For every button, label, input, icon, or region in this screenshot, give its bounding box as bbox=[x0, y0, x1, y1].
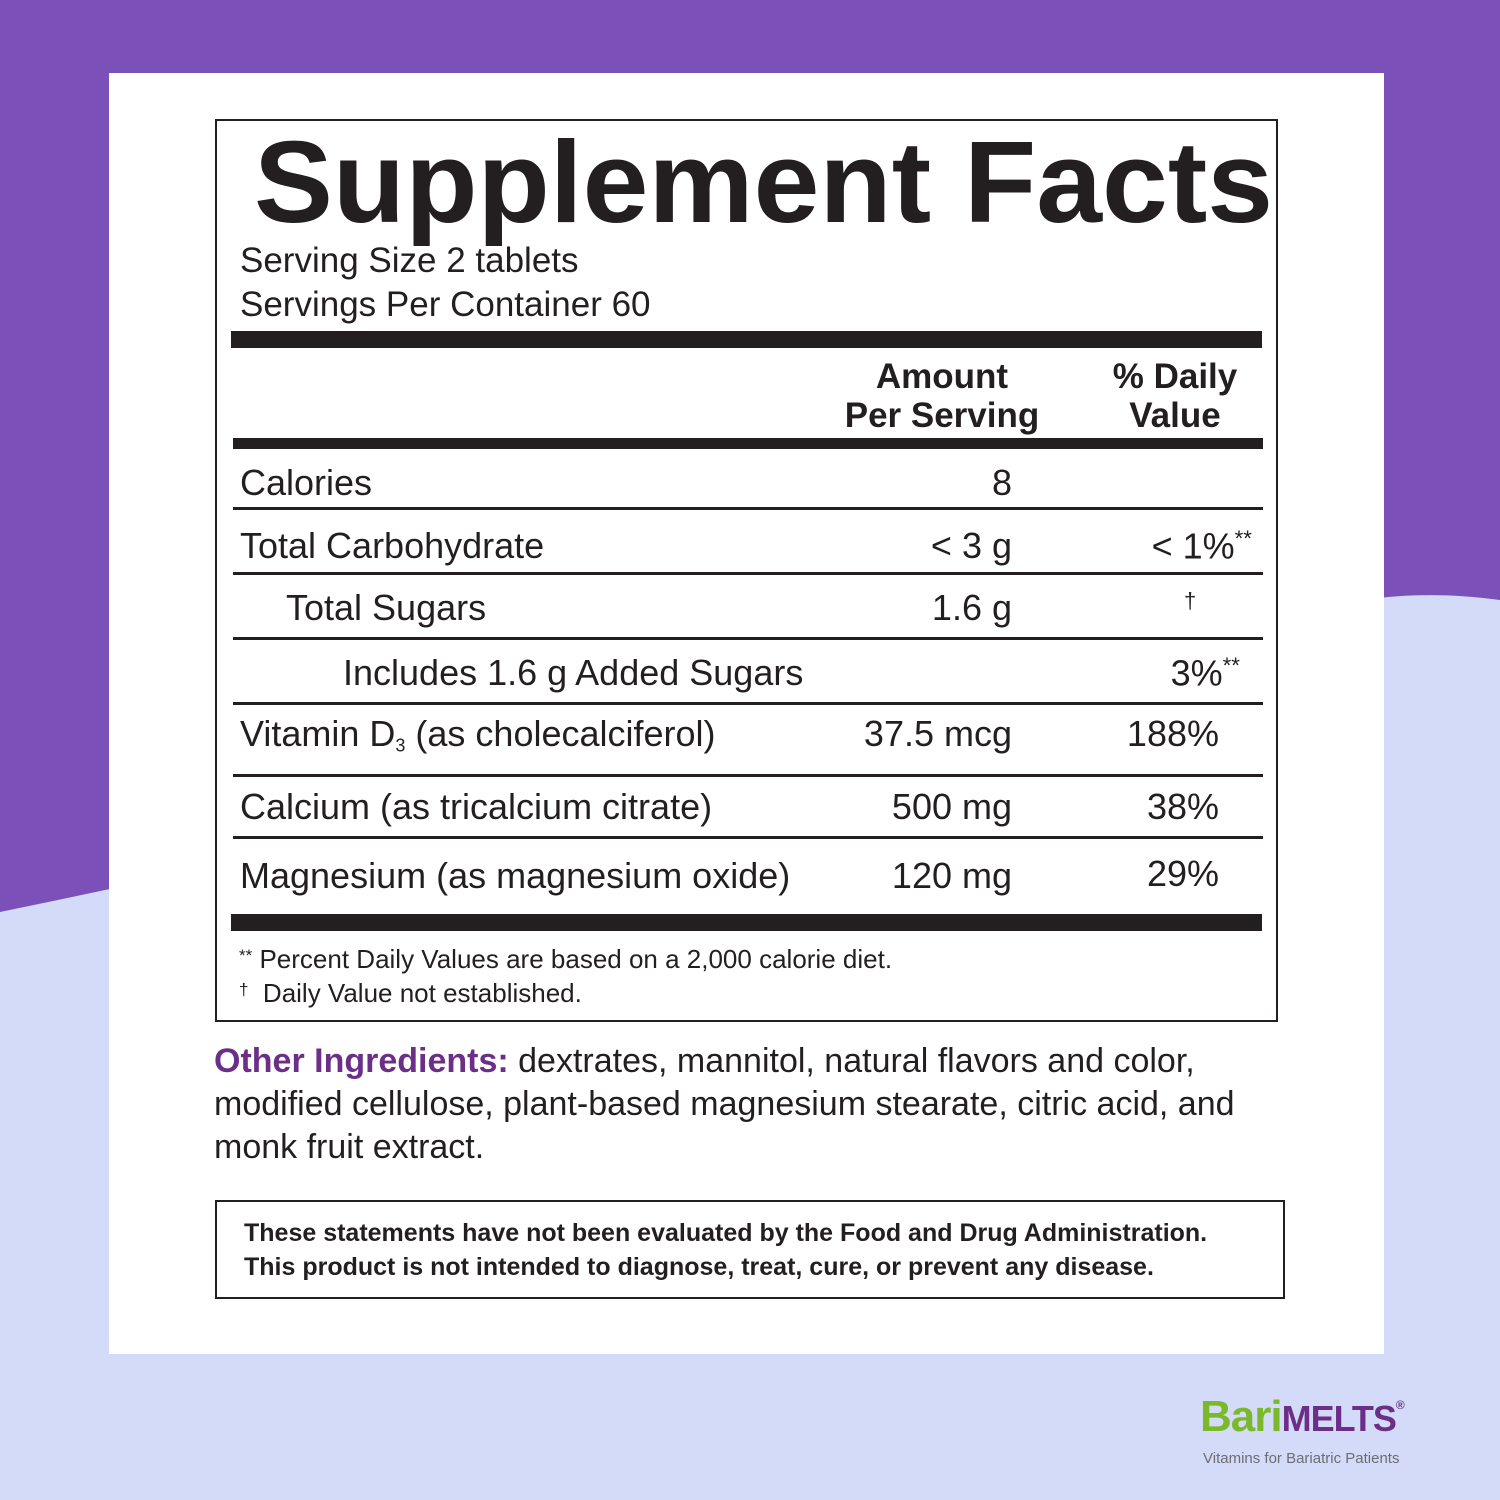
row-calories-label: Calories bbox=[240, 462, 373, 503]
brand-name-bari: Bari bbox=[1200, 1392, 1283, 1441]
column-header-amount: Amount Per Serving bbox=[832, 357, 1052, 435]
fda-disclaimer-box bbox=[215, 1200, 1285, 1299]
brand-logo: BariMELTS® Vitamins for Bariatric Patien… bbox=[1200, 1395, 1450, 1475]
row-vitamin-d-label-prefix: Vitamin D bbox=[240, 713, 396, 754]
brand-wordmark: BariMELTS® bbox=[1200, 1395, 1450, 1439]
column-header-amount-line1: Amount bbox=[875, 357, 1009, 396]
panel-title: Supplement Facts bbox=[254, 117, 1274, 247]
row-vitamin-d-label: Vitamin D3 (as cholecalciferol) bbox=[240, 713, 716, 756]
brand-tagline: Vitamins for Bariatric Patients bbox=[1203, 1450, 1400, 1467]
row-added-sugars-label: Includes 1.6 g Added Sugars bbox=[343, 652, 804, 693]
row-sugars-amount: 1.6 g bbox=[931, 587, 1012, 628]
column-header-dv-line2: Value bbox=[1129, 396, 1221, 435]
row-added-sugars-dv-value: 3% bbox=[1170, 652, 1223, 694]
row-vitamin-d-label-suffix: (as cholecalciferol) bbox=[405, 713, 716, 754]
row-carbohydrate-dv: < 1%** bbox=[1052, 525, 1252, 567]
column-header-amount-line2: Per Serving bbox=[844, 396, 1040, 435]
row-divider bbox=[233, 774, 1263, 777]
medium-divider bbox=[233, 438, 1263, 449]
footnote-percent-dv-text: Percent Daily Values are based on a 2,00… bbox=[259, 944, 893, 974]
row-divider bbox=[233, 572, 1263, 575]
row-divider bbox=[233, 702, 1263, 705]
row-magnesium-amount: 120 mg bbox=[891, 855, 1012, 896]
row-calcium-dv: 38% bbox=[1146, 786, 1219, 827]
row-calcium-amount: 500 mg bbox=[891, 786, 1012, 827]
supplement-facts-panel bbox=[215, 119, 1278, 1022]
facts-card bbox=[109, 73, 1384, 1354]
row-added-sugars-dv: 3%** bbox=[1040, 652, 1240, 694]
row-vitamin-d-amount: 37.5 mcg bbox=[863, 713, 1012, 754]
column-header-dv-line1: % Daily bbox=[1112, 357, 1238, 396]
row-divider bbox=[233, 836, 1263, 839]
row-carbohydrate-dv-mark: ** bbox=[1234, 526, 1252, 551]
other-ingredients-heading: Other Ingredients: bbox=[214, 1042, 509, 1080]
serving-size: Serving Size 2 tablets bbox=[240, 241, 579, 280]
footnote-dagger-mark: † bbox=[239, 980, 249, 999]
thick-divider-bottom bbox=[231, 914, 1262, 931]
footnote-dv-not-established: † Daily Value not established. bbox=[239, 980, 582, 1006]
row-added-sugars-dv-mark: ** bbox=[1222, 653, 1240, 678]
other-ingredients: Other Ingredients: dextrates, mannitol, … bbox=[214, 1040, 1254, 1169]
footnote-dagger-text: Daily Value not established. bbox=[262, 978, 582, 1008]
row-calcium-label: Calcium (as tricalcium citrate) bbox=[240, 786, 713, 827]
footnote-percent-dv: ** Percent Daily Values are based on a 2… bbox=[239, 946, 892, 972]
column-header-daily-value: % Daily Value bbox=[1085, 357, 1265, 435]
servings-per-container: Servings Per Container 60 bbox=[240, 285, 651, 324]
thick-divider-top bbox=[231, 331, 1262, 348]
row-carbohydrate-amount: < 3 g bbox=[930, 525, 1012, 566]
footnote-percent-dv-mark: ** bbox=[239, 946, 253, 965]
row-calories-amount: 8 bbox=[991, 462, 1012, 503]
row-divider bbox=[233, 637, 1263, 640]
row-magnesium-label: Magnesium (as magnesium oxide) bbox=[240, 855, 791, 896]
row-carbohydrate-dv-value: < 1% bbox=[1151, 525, 1235, 567]
row-vitamin-d-dv: 188% bbox=[1126, 713, 1219, 754]
row-carbohydrate-label: Total Carbohydrate bbox=[240, 525, 545, 566]
row-divider bbox=[233, 507, 1263, 510]
fda-disclaimer: These statements have not been evaluated… bbox=[244, 1216, 1207, 1284]
row-magnesium-dv: 29% bbox=[1146, 853, 1219, 894]
row-sugars-dv-mark: † bbox=[1184, 588, 1197, 613]
registered-mark: ® bbox=[1395, 1398, 1405, 1412]
row-sugars-label: Total Sugars bbox=[286, 587, 487, 628]
row-vitamin-d-label-sub: 3 bbox=[395, 735, 406, 756]
fda-disclaimer-line2: This product is not intended to diagnose… bbox=[244, 1253, 1154, 1281]
brand-name-melts: MELTS bbox=[1281, 1398, 1397, 1439]
other-ingredients-text: dextrates, mannitol, natural flavors and… bbox=[214, 1042, 1235, 1166]
fda-disclaimer-line1: These statements have not been evaluated… bbox=[244, 1219, 1208, 1247]
